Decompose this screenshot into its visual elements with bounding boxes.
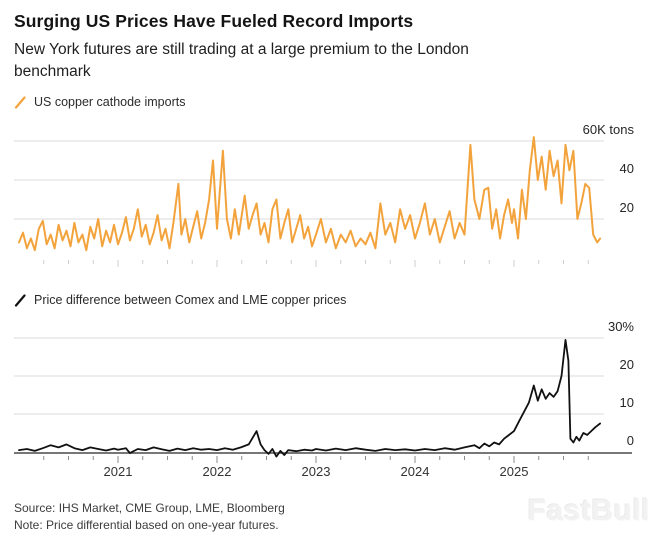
x-axis-year-label: 2024 [400, 464, 430, 479]
y-axis-label: 20 [619, 357, 634, 372]
legend-imports: US copper cathode imports [14, 95, 185, 109]
page-subtitle: New York futures are still trading at a … [14, 41, 469, 80]
imports-series-line [18, 136, 602, 252]
price-diff-series-line [18, 338, 601, 458]
legend-imports-label: US copper cathode imports [34, 95, 186, 109]
y-axis-label: 20 [619, 200, 634, 215]
orange-slash-icon [14, 95, 26, 109]
y-axis-label: 40 [619, 161, 634, 176]
y-axis-label: 10 [619, 395, 634, 410]
y-axis-label: 30% [607, 319, 634, 334]
x-axis-year-label: 2021 [103, 464, 133, 479]
y-axis-label: 60K tons [582, 122, 634, 137]
source-note-block: Source: IHS Market, CME Group, LME, Bloo… [14, 500, 285, 535]
page-title: Surging US Prices Have Fueled Record Imp… [14, 11, 414, 31]
legend-price-diff: Price difference between Comex and LME c… [14, 293, 346, 307]
y-axis-label: 0 [626, 433, 634, 448]
watermark-fastbull: FastBull [527, 494, 650, 527]
x-axis-year-label: 2022 [202, 464, 232, 479]
source-text: Source: IHS Market, CME Group, LME, Bloo… [14, 501, 285, 515]
note-text: Note: Price differential based on one-ye… [14, 518, 279, 533]
x-axis-year-label: 2025 [499, 464, 529, 479]
legend-price-diff-label: Price difference between Comex and LME c… [34, 293, 347, 307]
x-axis-year-label: 2023 [301, 464, 331, 479]
black-slash-icon [14, 293, 26, 307]
